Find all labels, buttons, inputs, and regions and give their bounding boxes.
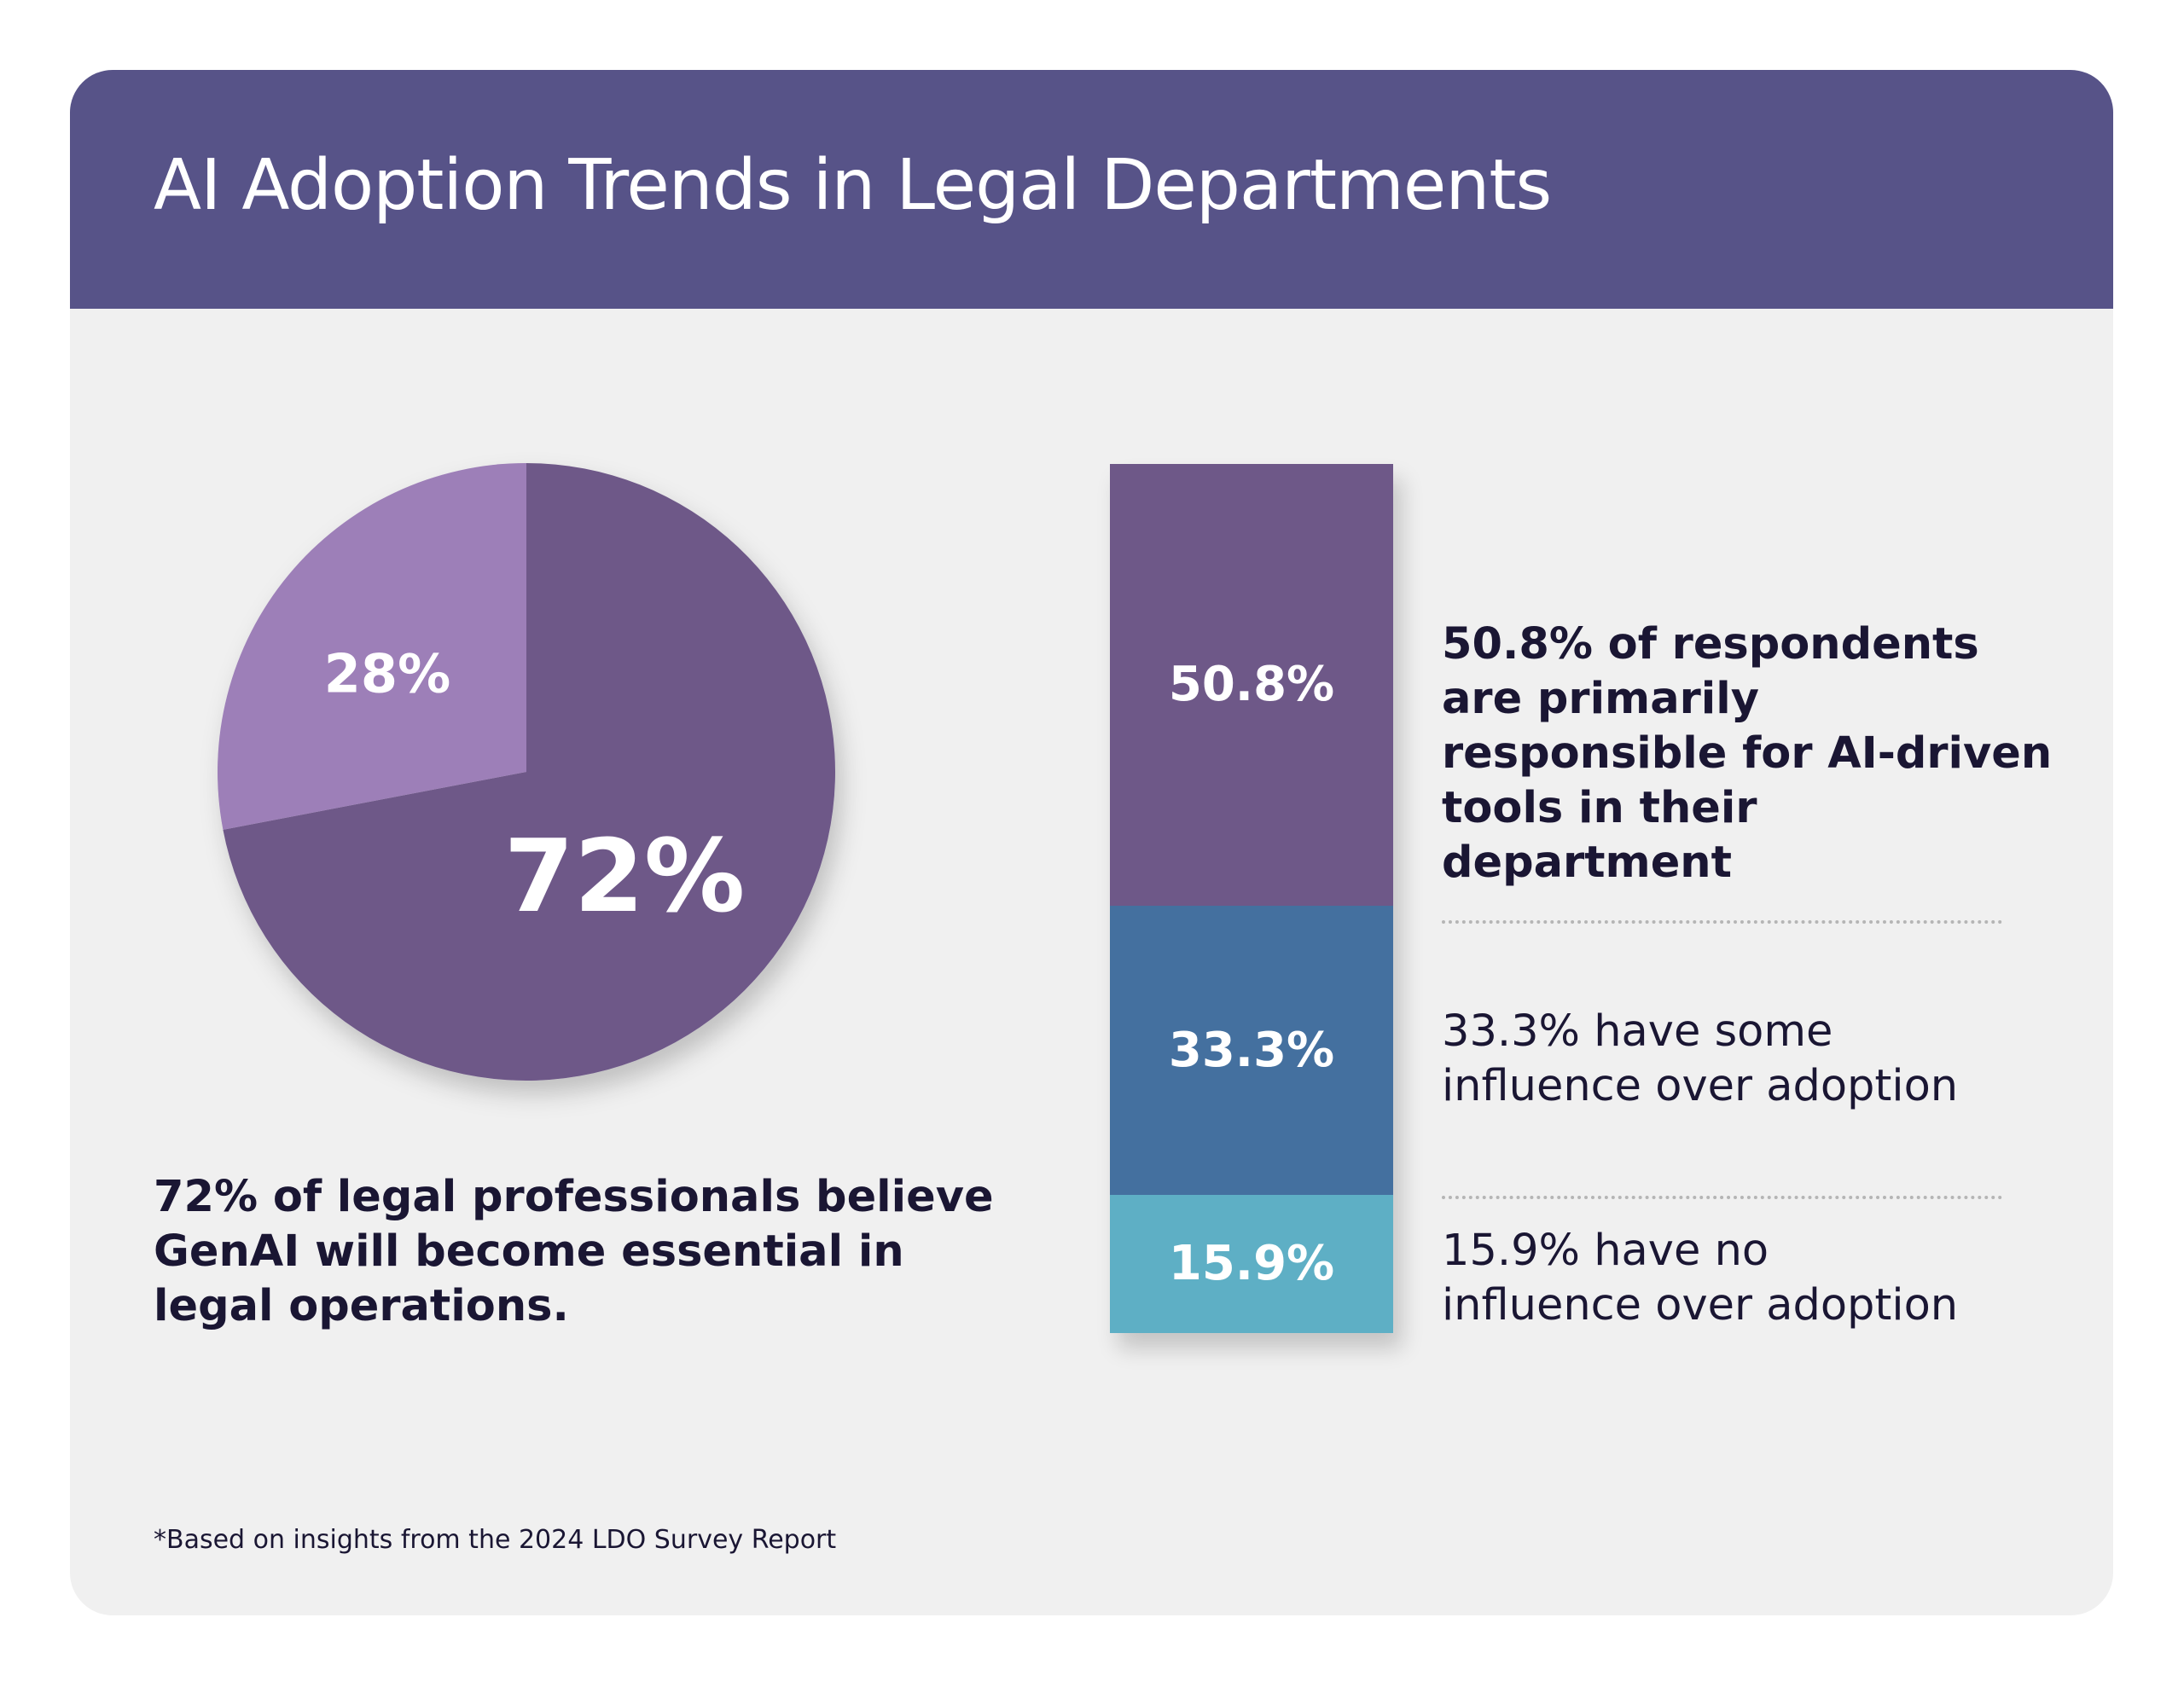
pie-label-major: 72% (503, 817, 746, 935)
description-responsible: 50.8% of respondents are primarily respo… (1442, 619, 2053, 888)
bar-label: 50.8% (1168, 657, 1335, 713)
stacked-bar: 50.8% 33.3% 15.9% (1110, 464, 1393, 1333)
pie-slice-28 (217, 463, 526, 830)
description-no-influence: 15.9% have no influence over adoption (1442, 1226, 1959, 1330)
footnote: *Based on insights from the 2024 LDO Sur… (154, 1525, 837, 1555)
pie-label-minor: 28% (323, 642, 451, 705)
description-some-influence: 33.3% have some influence over adoption (1442, 1006, 1959, 1111)
bar-label: 15.9% (1168, 1236, 1335, 1292)
bar-segment-responsible: 50.8% (1110, 464, 1393, 906)
pie-chart (217, 463, 836, 1081)
bar-segment-no-influence: 15.9% (1110, 1194, 1393, 1333)
bar-label: 33.3% (1168, 1022, 1335, 1078)
page-title: AI Adoption Trends in Legal Departments (154, 145, 1552, 226)
pie-slice-72 (223, 463, 836, 1081)
infographic-card: AI Adoption Trends in Legal Departments … (70, 70, 2113, 1615)
header-banner: AI Adoption Trends in Legal Departments (70, 70, 2113, 309)
divider (1442, 1196, 2002, 1199)
bar-segment-some-influence: 33.3% (1110, 905, 1393, 1195)
pie-caption: 72% of legal professionals believe GenAI… (154, 1172, 994, 1331)
divider (1442, 920, 2002, 924)
